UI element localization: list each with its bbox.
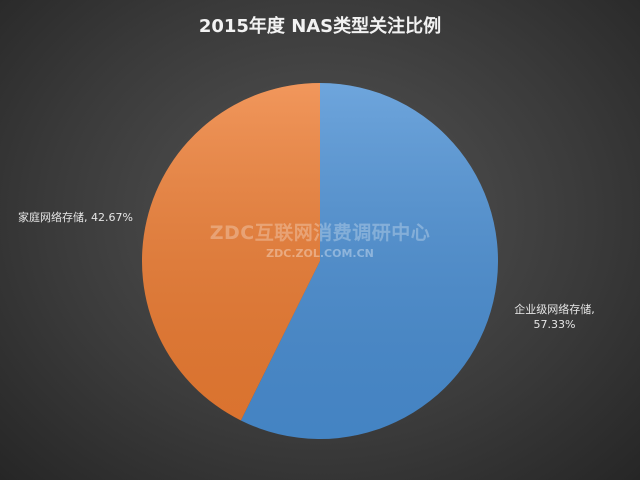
watermark: ZDC互联网消费调研中心 (209, 222, 431, 244)
slice-shade (240, 83, 499, 440)
watermark-url: ZDC.ZOL.COM.CN (266, 247, 374, 260)
data-label: 企业级网络存储, 57.33% (514, 303, 595, 332)
slice-shade (141, 83, 320, 421)
chart-title: 2015年度 NAS类型关注比例 (198, 16, 442, 37)
data-label: 家庭网络存储, 42.67% (18, 210, 133, 224)
